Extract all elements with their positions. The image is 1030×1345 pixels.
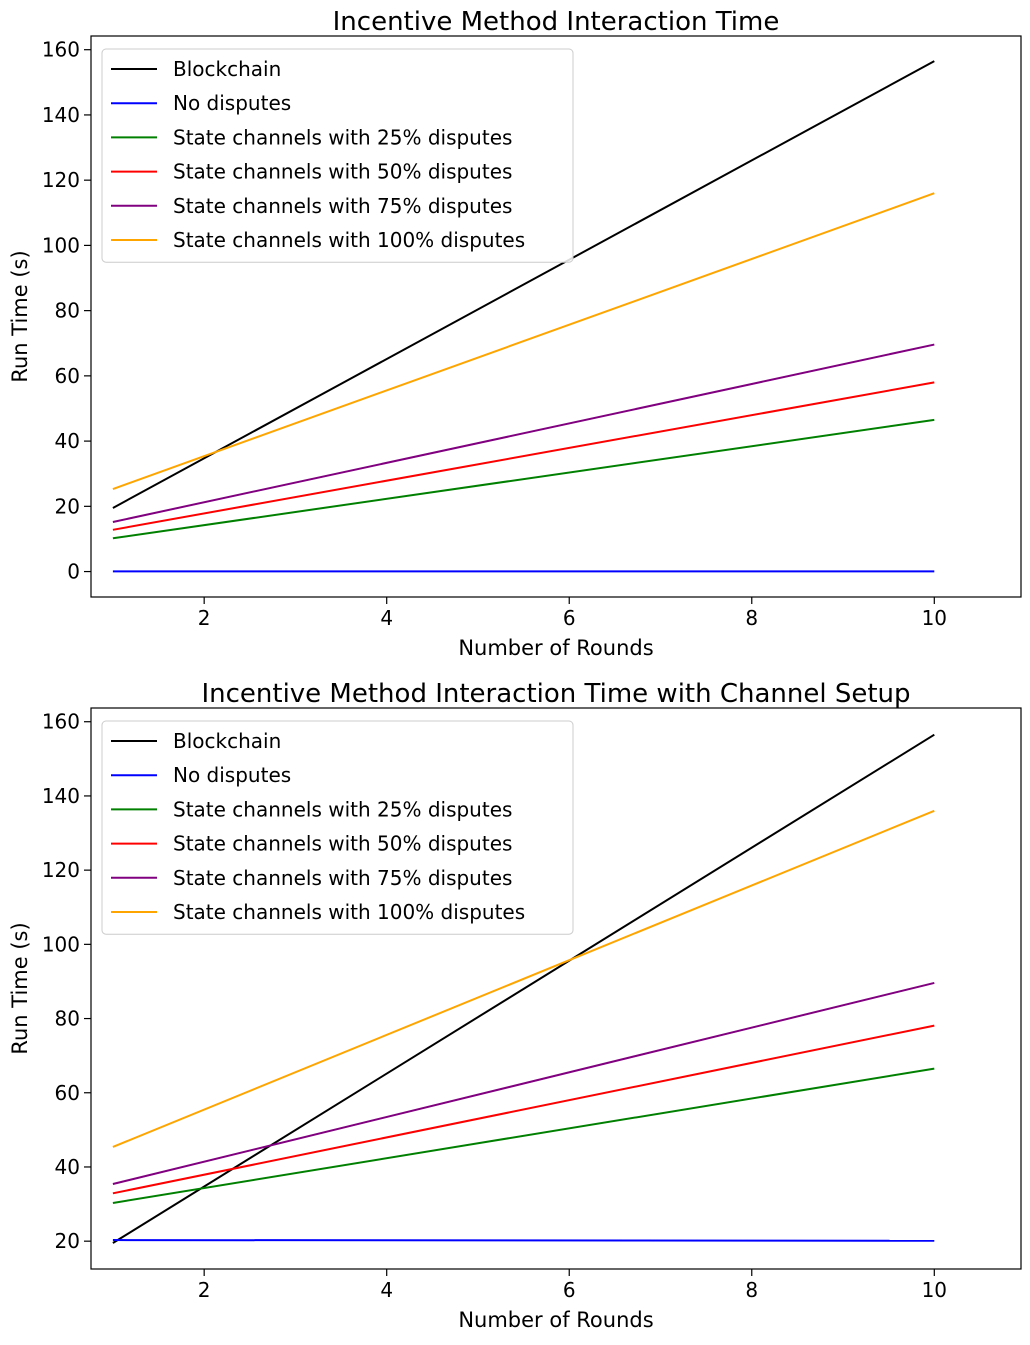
y-tick-label: 80: [55, 1007, 80, 1031]
y-axis-label: Run Time (s): [8, 250, 32, 382]
legend-entry: State channels with 25% disputes: [173, 797, 512, 821]
legend-entry: Blockchain: [173, 57, 281, 81]
x-tick-label: 6: [563, 606, 576, 630]
x-tick-label: 8: [745, 606, 758, 630]
y-tick-label: 0: [67, 560, 80, 584]
series-line-4: [112, 1024, 935, 1195]
plot-area: [112, 733, 935, 1244]
x-tick-label: 4: [380, 606, 393, 630]
series-line-3: [112, 1067, 935, 1204]
legend: Blockchain No disputes State channels with…: [101, 48, 574, 263]
series-line-4: [112, 381, 935, 531]
series-line-2: [112, 1239, 935, 1242]
y-tick-label: 60: [55, 1081, 80, 1105]
legend-box: [101, 720, 574, 935]
x-tick-label: 6: [563, 1278, 576, 1302]
y-tick-label: 140: [42, 103, 80, 127]
x-tick-label: 10: [922, 1278, 947, 1302]
x-tick-label: 8: [745, 1278, 758, 1302]
series-line-5: [112, 981, 935, 1186]
x-tick-label: 2: [198, 1278, 211, 1302]
chart-title: Incentive Method Interaction Time: [333, 7, 780, 37]
series-line-5: [112, 343, 935, 523]
y-tick-label: 120: [42, 168, 80, 192]
legend-entry: State channels with 50% disputes: [173, 160, 512, 184]
y-tick-label: 20: [55, 494, 80, 518]
y-tick-label: 120: [42, 858, 80, 882]
y-tick-label: 20: [55, 1229, 80, 1253]
legend-entry: State channels with 100% disputes: [173, 228, 525, 252]
series-line-3: [112, 418, 935, 540]
x-tick-label: 2: [198, 606, 211, 630]
x-axis-label: Number of Rounds: [458, 1308, 653, 1332]
legend-entry: State channels with 100% disputes: [173, 900, 525, 924]
y-tick-label: 60: [55, 364, 80, 388]
legend: Blockchain No disputes State channels with…: [101, 720, 574, 935]
x-tick-label: 4: [380, 1278, 393, 1302]
legend-entry: No disputes: [173, 763, 291, 787]
chart-title: Incentive Method Interaction Time with C…: [201, 679, 910, 709]
y-tick-label: 100: [42, 233, 80, 257]
series-line-1: [112, 60, 935, 509]
y-tick-label: 140: [42, 784, 80, 808]
legend-entry: State channels with 75% disputes: [173, 866, 512, 890]
x-tick-label: 10: [922, 606, 947, 630]
axes-frame: [90, 707, 1022, 1270]
chart-2: Incentive Method Interaction Time with C…: [8, 679, 1022, 1332]
y-tick-label: 80: [55, 299, 80, 323]
series-line-6: [112, 809, 935, 1148]
axes-frame: [90, 35, 1022, 598]
y-tick-label: 100: [42, 932, 80, 956]
y-axis-label: Run Time (s): [8, 922, 32, 1054]
y-tick-label: 40: [55, 429, 80, 453]
legend-entry: State channels with 75% disputes: [173, 194, 512, 218]
x-axis-label: Number of Rounds: [458, 636, 653, 660]
series-line-1: [112, 733, 935, 1244]
y-tick-label: 40: [55, 1155, 80, 1179]
series-line-6: [112, 192, 935, 490]
plot-area: [112, 60, 935, 573]
y-tick-label: 160: [42, 710, 80, 734]
legend-entry: State channels with 25% disputes: [173, 125, 512, 149]
legend-entry: State channels with 50% disputes: [173, 832, 512, 856]
y-tick-label: 160: [42, 38, 80, 62]
legend-entry: No disputes: [173, 91, 291, 115]
legend-entry: Blockchain: [173, 729, 281, 753]
legend-box: [101, 48, 574, 263]
